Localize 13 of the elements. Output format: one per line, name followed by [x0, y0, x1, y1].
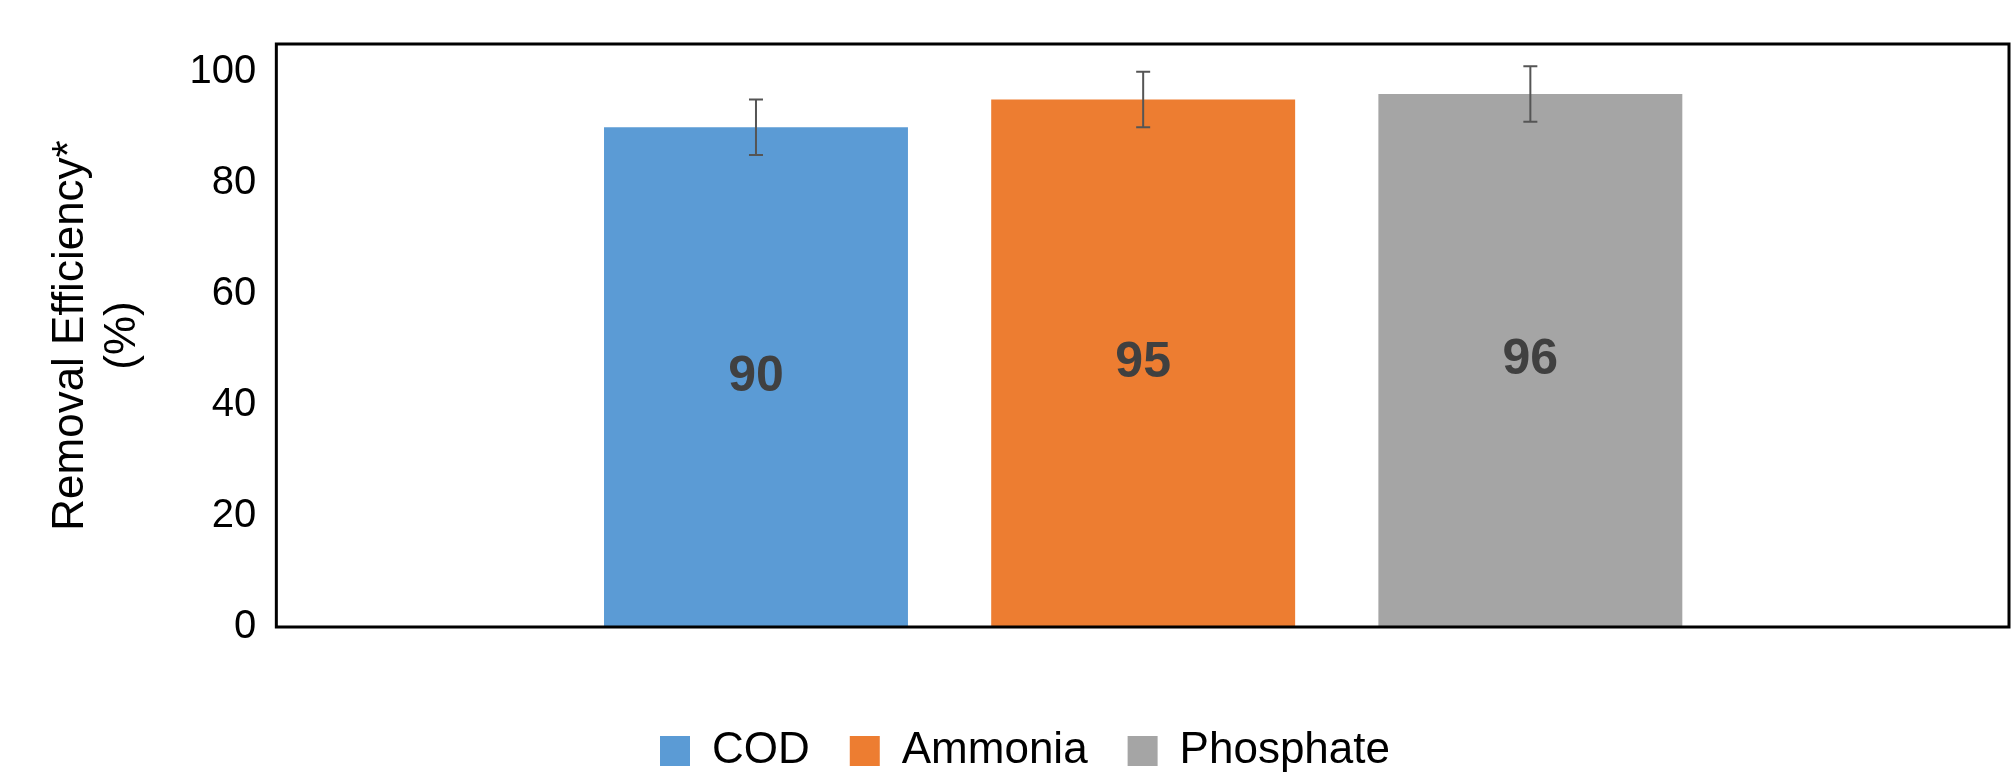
y-tick-label: 100 [189, 46, 257, 91]
y-tick-label: 20 [211, 490, 257, 535]
y-tick-label: 0 [234, 602, 257, 647]
legend-label: COD [711, 723, 810, 773]
data-label: 95 [1115, 332, 1171, 389]
y-tick-label: 80 [211, 157, 257, 202]
legend-label: Ammonia [901, 723, 1089, 773]
y-tick-label: 40 [211, 379, 257, 424]
legend-label: Phosphate [1179, 723, 1391, 773]
data-label: 90 [728, 345, 784, 402]
data-label: 96 [1502, 329, 1559, 386]
y-axis-title: Removal Efficiency* (%) [42, 140, 145, 531]
y-tick-label: 60 [211, 268, 257, 313]
